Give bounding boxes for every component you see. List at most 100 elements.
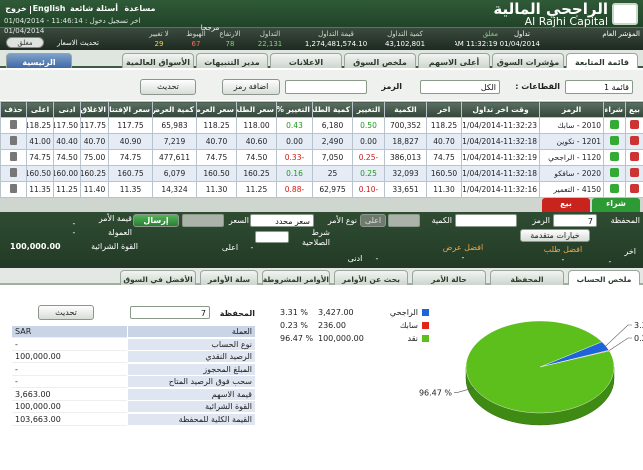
delete-icon[interactable] [10, 184, 17, 193]
column-header: سعر الإفتتاح [108, 101, 153, 118]
bottom-tab[interactable]: سلة الأوامر [200, 270, 258, 285]
watchlist-cell: 0.00 [352, 133, 385, 150]
advanced-button[interactable]: خيارات متقدمة [520, 229, 590, 242]
watchlist-cell: 0.43 [276, 117, 313, 134]
portfolio-select[interactable]: 7 [553, 214, 597, 227]
watchlist-cell: 40.70 [426, 133, 462, 150]
stat-label: التداول [259, 30, 281, 38]
stat-value: 67 [191, 40, 201, 48]
watchlist-cell: 7,219 [152, 133, 197, 150]
watchlist-row: 1201 - تكوين 01/04/2014-11:32:18 40.70 18,8… [0, 133, 643, 150]
order-type-select[interactable]: سعر محدد [250, 214, 314, 227]
nav-tab[interactable]: مدير التنبيهات [196, 53, 268, 68]
symbol-select[interactable] [455, 214, 517, 227]
watchlist-cell: 74.50 [236, 149, 277, 166]
watchlist-cell: 11.25 [236, 181, 277, 198]
bottom-tab[interactable]: الأوامر المشروطة [262, 270, 330, 285]
buy-icon[interactable] [610, 184, 619, 193]
watchlist-cell: 25 [312, 165, 353, 182]
quantity-input[interactable] [388, 214, 420, 227]
account-refresh-button[interactable]: تحديث [38, 305, 94, 320]
watchlist-cell: 01/04/2014-11:32:19 [461, 149, 540, 166]
watchlist-cell: 40.60 [236, 133, 277, 150]
sell-icon[interactable] [630, 184, 639, 193]
holding-name: الراجحي [389, 308, 418, 317]
commission-label: العمولة [107, 228, 132, 237]
account-portfolio-select[interactable]: 7 [130, 306, 210, 319]
home-tab[interactable]: الرئيسية [6, 53, 72, 68]
account-label: المبلغ المحجوز [128, 363, 255, 376]
delete-icon[interactable] [10, 120, 17, 129]
high-button[interactable]: اعلى [360, 214, 386, 227]
holding-percent: % 0.23 [280, 321, 308, 330]
watchlist-cell: 160.50 [26, 165, 54, 182]
column-header: الرمز [539, 101, 604, 118]
account-label: سحب فوق الرصيد المتاح [128, 376, 255, 388]
nav-tab[interactable]: قائمة المتابعة [566, 53, 638, 68]
send-button[interactable]: إرسال [133, 214, 179, 227]
header-row: بيع شراء الرمز وقت اخر تداول اخر الكمية التغيي… [0, 101, 643, 118]
account-value: 103,663.00 [12, 414, 127, 426]
best-ask: - [461, 253, 465, 262]
watchlist-cell: 6,180 [312, 117, 353, 134]
logo-english: Al Rajhi Capital [524, 16, 608, 28]
validity-select[interactable] [255, 231, 289, 243]
nav-tab[interactable]: الأسواق العالمية [122, 53, 194, 68]
symbol-label: الرمز [381, 82, 402, 91]
sell-icon[interactable] [630, 120, 639, 129]
watchlist-cell: 11.40 [80, 181, 109, 198]
column-header: التغيير [352, 101, 385, 118]
holding-value: 3,427.00 [318, 308, 354, 317]
sell-icon[interactable] [630, 168, 639, 177]
order-tabs-bg [0, 197, 643, 212]
buy-icon[interactable] [610, 120, 619, 129]
nav-tab[interactable]: أعلى الاسهم [418, 53, 490, 68]
add-symbol-button[interactable]: اضافة رمز [222, 79, 280, 95]
weighted-label: مرجحا [200, 24, 220, 32]
watchlist-cell: 11.30 [426, 181, 462, 198]
header-link[interactable]: English [32, 4, 66, 13]
buy-cell [603, 133, 626, 150]
list-select[interactable]: قائمة 1 [565, 80, 633, 94]
watchlist-cell: 2020 - سافكو [539, 165, 604, 182]
buy-icon[interactable] [610, 168, 619, 177]
symbol-input[interactable] [285, 80, 367, 94]
delete-icon[interactable] [10, 136, 17, 145]
column-header: اخر [426, 101, 462, 118]
watchlist-cell: 477,611 [152, 149, 197, 166]
header-link[interactable]: خروج [5, 4, 27, 13]
stat-label: الهبوط [186, 30, 206, 38]
buy-icon[interactable] [610, 152, 619, 161]
buy-cell [603, 117, 626, 134]
logo-icon [612, 3, 638, 25]
buy-icon[interactable] [610, 136, 619, 145]
sector-select[interactable]: الكل [420, 80, 500, 94]
link-separator [30, 6, 31, 14]
holding-value: 236.00 [318, 321, 346, 330]
watchlist-row: 1120 - الراجحي 01/04/2014-11:32:19 74.75 38… [0, 149, 643, 166]
sell-icon[interactable] [630, 136, 639, 145]
sell-tab[interactable]: بيع [542, 198, 590, 212]
bottom-tab[interactable]: الأفضل في السوق [120, 270, 196, 285]
delete-icon[interactable] [10, 168, 17, 177]
column-header: الاغلاق [80, 101, 109, 118]
bottom-tab[interactable]: المحفظة [490, 270, 564, 285]
bottom-tab[interactable]: حالة الأمر [412, 270, 486, 285]
bottom-tab[interactable]: ملخص الحساب [568, 270, 640, 285]
header-link[interactable]: مساعدة [124, 4, 156, 13]
sell-icon[interactable] [630, 152, 639, 161]
refresh-button[interactable]: تحديث [140, 79, 196, 95]
delete-icon[interactable] [10, 152, 17, 161]
price-input[interactable] [182, 214, 224, 227]
watchlist-cell: 75.00 [80, 149, 109, 166]
price-toggle[interactable]: مغلق [6, 37, 44, 48]
watchlist-cell: 160.25 [236, 165, 277, 182]
commission: - [72, 228, 76, 237]
watchlist-cell: 14,324 [152, 181, 197, 198]
header-link[interactable]: أسئلة شائعة [70, 4, 118, 13]
nav-tab[interactable]: الاعلانات [270, 53, 342, 68]
bottom-tab[interactable]: بحث عن الأوامر [334, 270, 408, 285]
buy-tab[interactable]: شراء [592, 198, 640, 212]
nav-tab[interactable]: ملخص السوق [344, 53, 416, 68]
nav-tab[interactable]: مؤشرات السوق [492, 53, 564, 68]
